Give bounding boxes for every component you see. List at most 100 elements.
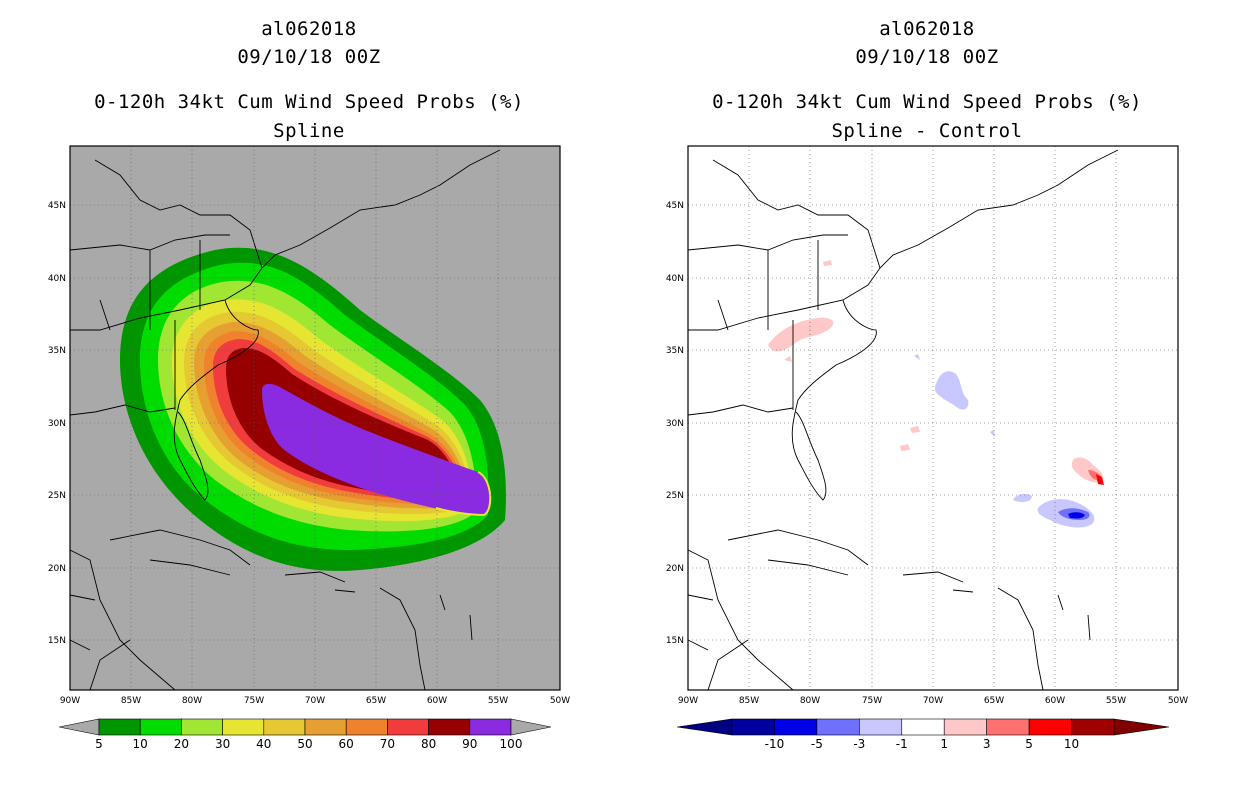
diff-blob-negative [934, 371, 969, 410]
lon-labels: 90W 85W 80W 75W 70W 65W 60W 55W 50W [60, 696, 570, 706]
lat-label: 40N [48, 274, 66, 284]
diff-blob-negative [1068, 512, 1085, 519]
lon-labels: 90W 85W 80W 75W 70W 65W 60W 55W 50W [678, 696, 1188, 706]
colorbar-swatch [816, 718, 860, 736]
diff-blob-positive [823, 260, 832, 266]
colorbar-label: -5 [811, 737, 823, 751]
colorbar-label: 10 [1064, 737, 1079, 751]
diff-blob-positive [768, 317, 834, 352]
lat-label: 15N [48, 636, 66, 646]
colorbar-label: 1 [940, 737, 948, 751]
lat-label: 45N [666, 201, 684, 211]
colorbar-arrow-left [58, 718, 100, 736]
lat-label: 20N [48, 564, 66, 574]
colorbar-swatch [263, 718, 306, 736]
left-map: 15N 20N 25N 30N 35N 40N 45N 90W 85W 80W … [48, 145, 570, 751]
lon-label: 65W [366, 696, 386, 706]
colorbar-swatch [139, 718, 182, 736]
right-panel: al062018 09/10/18 00Z 0-120h 34kt Cum Wi… [618, 0, 1236, 800]
colorbar-label: 60 [339, 737, 354, 751]
lat-labels: 15N 20N 25N 30N 35N 40N 45N [48, 201, 66, 646]
lon-label: 70W [923, 696, 943, 706]
lat-label: 35N [666, 346, 684, 356]
gridlines [70, 146, 560, 690]
lon-label: 90W [60, 696, 80, 706]
colorbar-swatch [943, 718, 987, 736]
colorbar-swatch [1028, 718, 1072, 736]
colorbar-swatch [986, 718, 1030, 736]
subtitle-title: Spline - Control [831, 120, 1023, 142]
lon-label: 90W [678, 696, 698, 706]
colorbar-arrow-left [676, 718, 733, 736]
lat-label: 15N [666, 636, 684, 646]
colorbar-swatch [387, 718, 429, 736]
left-colorbar: 5 10 20 30 40 50 60 70 80 90 100 [58, 718, 552, 751]
product-title: 0-120h 34kt Cum Wind Speed Probs (%) [712, 91, 1142, 113]
colorbar-swatch [98, 718, 141, 736]
lon-label: 70W [305, 696, 325, 706]
datetime-title: 09/10/18 00Z [237, 46, 381, 68]
lon-label: 60W [427, 696, 447, 706]
diff-blob-negative [1013, 493, 1032, 503]
lon-label: 80W [182, 696, 202, 706]
lon-label: 55W [1106, 696, 1126, 706]
product-title: 0-120h 34kt Cum Wind Speed Probs (%) [94, 91, 524, 113]
lat-label: 25N [666, 491, 684, 501]
lat-label: 20N [666, 564, 684, 574]
colorbar-label: 50 [297, 737, 312, 751]
colorbar-label: 40 [256, 737, 271, 751]
colorbar-swatch [1071, 718, 1115, 736]
colorbar-label: -3 [853, 737, 865, 751]
coastlines [687, 149, 1119, 691]
lon-label: 55W [488, 696, 508, 706]
lat-label: 30N [48, 419, 66, 429]
map-frame [69, 145, 561, 691]
colorbar-label: 5 [95, 737, 103, 751]
lon-label: 75W [244, 696, 264, 706]
colorbar-swatch [304, 718, 347, 736]
colorbar-swatch [731, 718, 775, 736]
colorbar-swatch [181, 718, 223, 736]
lon-label: 50W [550, 696, 570, 706]
lat-label: 30N [666, 419, 684, 429]
colorbar-swatch [345, 718, 388, 736]
colorbar-label: 90 [462, 737, 477, 751]
lon-label: 80W [800, 696, 820, 706]
probability-shells [120, 247, 506, 571]
lat-label: 35N [48, 346, 66, 356]
lat-label: 45N [48, 201, 66, 211]
left-panel: al062018 09/10/18 00Z 0-120h 34kt Cum Wi… [48, 18, 570, 751]
colorbar-label: 100 [500, 737, 523, 751]
lon-label: 60W [1045, 696, 1065, 706]
right-colorbar: -10 -5 -3 -1 1 3 5 10 [676, 718, 1170, 751]
diff-blob-negative [914, 354, 920, 360]
diff-blob-positive [900, 444, 910, 451]
coastlines [69, 149, 501, 691]
colorbar-label: 30 [215, 737, 230, 751]
lat-label: 40N [666, 274, 684, 284]
colorbar-swatch [428, 718, 471, 736]
difference-blobs [768, 260, 1104, 528]
colorbar-label: 20 [174, 737, 189, 751]
colorbar-label: 80 [421, 737, 436, 751]
prob-shell-90 [262, 383, 491, 515]
colorbar-label: 70 [380, 737, 395, 751]
lon-label: 85W [121, 696, 141, 706]
diff-blob-positive [910, 426, 920, 433]
diff-blob-positive [784, 356, 792, 362]
colorbar-arrow-right [1113, 718, 1170, 736]
colorbar-swatch [774, 718, 818, 736]
colorbar-swatch [901, 718, 945, 736]
map-frame [687, 145, 1179, 691]
colorbar-swatch [469, 718, 512, 736]
gridlines [688, 146, 1178, 690]
colorbar-swatch [859, 718, 903, 736]
storm-id-title: al062018 [879, 18, 975, 40]
colorbar-label: 3 [983, 737, 991, 751]
lat-labels: 15N 20N 25N 30N 35N 40N 45N [666, 201, 684, 646]
lat-label: 25N [48, 491, 66, 501]
lon-label: 75W [862, 696, 882, 706]
subtitle-title: Spline [273, 120, 345, 142]
storm-id-title: al062018 [261, 18, 357, 40]
datetime-title: 09/10/18 00Z [855, 46, 999, 68]
